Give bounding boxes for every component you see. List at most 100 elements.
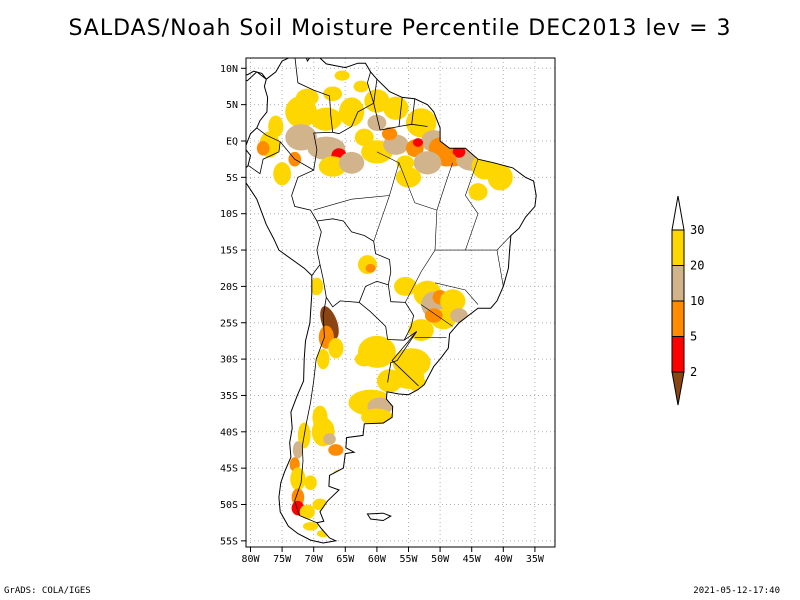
- longitude-labels: 80W 75W 70W 65W 60W 55W 50W 45W 40W 35W: [241, 547, 545, 565]
- lat-tick-label: 50S: [220, 500, 238, 511]
- lon-tick-label: 45W: [463, 554, 482, 565]
- lat-tick-label: 55S: [220, 536, 238, 547]
- percentile-patch: [304, 475, 317, 490]
- country-border: [294, 58, 334, 171]
- country-border: [411, 98, 416, 125]
- country-border: [311, 220, 322, 276]
- percentile-patch: [316, 348, 330, 370]
- state-border: [434, 282, 479, 305]
- latitude-labels: 10N 5N EQ 5S 10S 15S 20S 25S 30S 35S 40S 45S 50S 55S: [220, 64, 246, 547]
- plot-frame: [245, 57, 556, 548]
- percentile-patch: [338, 151, 365, 174]
- state-border: [435, 159, 479, 251]
- percentile-patch: [320, 306, 339, 340]
- percentile-patch: [290, 467, 306, 491]
- percentile-patch: [296, 88, 319, 107]
- lon-tick-label: 70W: [305, 554, 324, 565]
- country-border: [358, 284, 415, 341]
- lon-tick-label: 80W: [241, 554, 260, 565]
- percentile-patch: [367, 114, 387, 131]
- country-border: [373, 79, 428, 131]
- continent-outline: [246, 58, 537, 544]
- lon-tick-label: 55W: [399, 554, 418, 565]
- state-border: [376, 151, 437, 211]
- footer-timestamp: 2021-05-12-17:40: [693, 586, 780, 596]
- percentile-patch: [413, 151, 442, 175]
- percentile-patch: [408, 319, 434, 341]
- percentile-patch: [268, 115, 284, 138]
- percentile-patch: [468, 183, 488, 201]
- legend-label: 2: [690, 365, 697, 379]
- percentile-patch: [364, 89, 390, 113]
- percentile-patch: [354, 128, 374, 147]
- country-border: [316, 218, 392, 308]
- country-border: [398, 97, 403, 127]
- percentile-patch: [273, 162, 291, 186]
- legend-label: 5: [690, 330, 697, 344]
- percentile-patch: [323, 433, 336, 445]
- percentile-patch: [302, 521, 319, 531]
- legend-arrow-bottom: [671, 371, 685, 406]
- country-border: [279, 141, 318, 222]
- legend-arrow-top: [671, 195, 685, 231]
- percentile-patch: [334, 70, 350, 81]
- percentile-patch: [381, 127, 398, 141]
- percentile-patch: [440, 289, 466, 313]
- state-border: [496, 235, 512, 251]
- lon-tick-label: 40W: [494, 554, 513, 565]
- falkland-islands: [366, 512, 392, 522]
- legend-swatch: [671, 300, 685, 337]
- map-title: SALDAS/Noah Soil Moisture Percentile DEC…: [68, 16, 732, 41]
- legend-label: 10: [690, 294, 704, 308]
- percentile-patch: [412, 138, 424, 147]
- lat-tick-label: 15S: [220, 246, 238, 257]
- country-border: [294, 297, 327, 524]
- percentile-patch: [323, 86, 343, 102]
- central-america-coastline: [246, 70, 267, 82]
- legend-swatch: [671, 336, 685, 373]
- percentile-patch: [405, 108, 437, 138]
- legend-label: 30: [690, 223, 704, 237]
- lat-tick-label: 25S: [220, 318, 238, 329]
- legend-swatch: [671, 265, 685, 302]
- state-border: [405, 210, 438, 303]
- percentile-patch: [310, 277, 324, 296]
- lat-tick-label: 5S: [226, 173, 238, 184]
- percentile-patch: [383, 96, 409, 120]
- lat-tick-label: 45S: [220, 464, 238, 475]
- percentile-patch: [299, 504, 315, 520]
- lat-tick-label: 40S: [220, 427, 238, 438]
- percentile-patch: [256, 141, 270, 156]
- state-border: [436, 162, 453, 211]
- percentile-patch: [376, 369, 403, 393]
- country-border: [391, 331, 419, 387]
- percentile-field: [256, 70, 513, 538]
- percentile-patch: [328, 338, 344, 359]
- lat-tick-label: EQ: [226, 137, 238, 148]
- lon-tick-label: 65W: [336, 554, 355, 565]
- south-america-coastline: [246, 58, 537, 544]
- percentile-patch: [353, 80, 369, 93]
- colorbar-legend: 30 20 10 5 2: [671, 195, 704, 406]
- lat-tick-label: 35S: [220, 391, 238, 402]
- percentile-patch: [452, 146, 466, 158]
- land-field: [256, 70, 513, 538]
- lon-tick-label: 35W: [526, 554, 545, 565]
- country-border: [248, 127, 281, 175]
- lon-tick-label: 75W: [273, 554, 292, 565]
- percentile-patch: [338, 97, 365, 127]
- lat-tick-label: 20S: [220, 282, 238, 293]
- percentile-patch: [354, 351, 374, 367]
- percentile-patch: [328, 444, 344, 456]
- percentile-patch: [395, 167, 422, 188]
- percentile-patch: [424, 308, 443, 323]
- legend-label: 20: [690, 259, 704, 273]
- lat-tick-label: 10N: [220, 64, 238, 75]
- footer-credit: GrADS: COLA/IGES: [4, 586, 91, 596]
- percentile-patch: [292, 441, 303, 459]
- lon-tick-label: 60W: [368, 554, 387, 565]
- legend-swatch: [671, 229, 685, 266]
- percentile-patch: [365, 263, 376, 273]
- percentile-patch: [396, 155, 415, 171]
